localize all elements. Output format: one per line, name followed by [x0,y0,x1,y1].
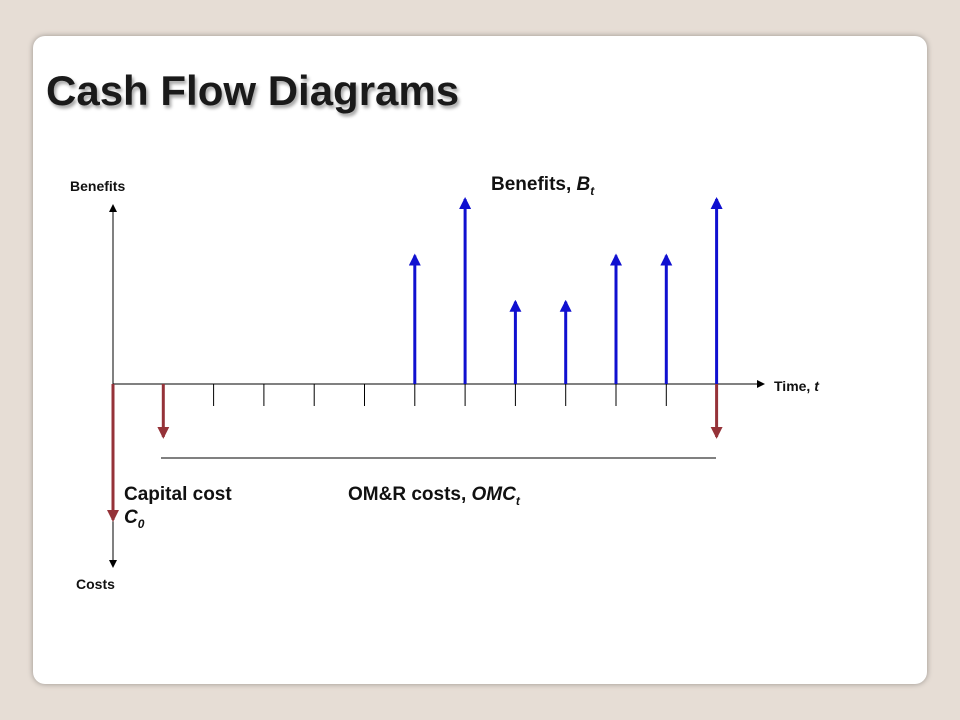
time-ticks [162,384,718,406]
omr-costs-annotation: OM&R costs, OMCt [348,484,520,508]
capital-cost-annotation: Capital cost C0 [124,484,232,531]
cost-arrows [107,384,723,522]
benefits-axis-label: Benefits [70,178,126,194]
costs-axis-label: Costs [76,576,115,592]
slide-title: Cash Flow Diagrams [46,67,460,114]
benefits-annotation: Benefits, Bt [491,174,595,198]
benefit-arrows [408,197,723,384]
time-axis-label: Time, t [774,378,819,394]
slide-panel [33,36,927,684]
